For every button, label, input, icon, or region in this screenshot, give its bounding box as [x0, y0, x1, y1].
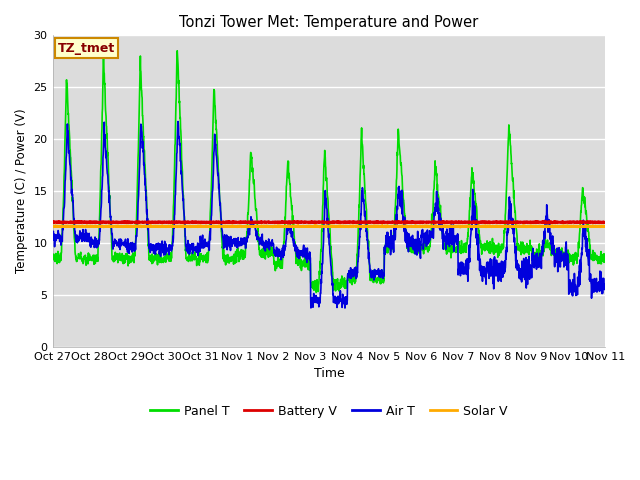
Panel T [346, 275, 353, 281]
Solar V [568, 224, 576, 229]
Battery V [319, 218, 326, 224]
Solar V [345, 223, 353, 229]
Panel T [312, 289, 320, 295]
Panel T [490, 251, 498, 257]
X-axis label: Time: Time [314, 367, 344, 380]
Battery V [345, 219, 353, 225]
Air T [568, 283, 576, 289]
Line: Battery V: Battery V [52, 221, 605, 223]
Air T [341, 305, 349, 311]
Panel T [49, 253, 56, 259]
Battery V [357, 219, 365, 225]
Air T [358, 201, 365, 207]
Solar V [294, 223, 301, 228]
Line: Panel T: Panel T [52, 51, 605, 292]
Solar V [203, 224, 211, 229]
Battery V [49, 219, 56, 225]
Solar V [553, 224, 561, 229]
Line: Solar V: Solar V [52, 226, 605, 227]
Battery V [568, 219, 576, 225]
Legend: Panel T, Battery V, Air T, Solar V: Panel T, Battery V, Air T, Solar V [145, 400, 513, 423]
Solar V [357, 224, 365, 229]
Panel T [602, 254, 609, 260]
Solar V [490, 224, 498, 229]
Battery V [203, 219, 211, 225]
Title: Tonzi Tower Met: Temperature and Power: Tonzi Tower Met: Temperature and Power [179, 15, 479, 30]
Line: Air T: Air T [52, 121, 605, 308]
Battery V [553, 219, 561, 225]
Air T [174, 119, 182, 124]
Battery V [565, 220, 573, 226]
Air T [203, 241, 211, 247]
Battery V [602, 219, 609, 225]
Air T [49, 230, 56, 236]
Air T [602, 281, 609, 287]
Solar V [602, 224, 609, 229]
Panel T [358, 133, 365, 139]
Air T [553, 259, 561, 265]
Panel T [203, 256, 211, 262]
Y-axis label: Temperature (C) / Power (V): Temperature (C) / Power (V) [15, 108, 28, 273]
Solar V [49, 224, 56, 229]
Air T [490, 268, 498, 274]
Panel T [568, 257, 576, 263]
Panel T [553, 251, 561, 257]
Text: TZ_tmet: TZ_tmet [58, 42, 115, 55]
Air T [346, 275, 353, 281]
Panel T [173, 48, 181, 54]
Solar V [456, 224, 464, 230]
Battery V [490, 219, 497, 225]
